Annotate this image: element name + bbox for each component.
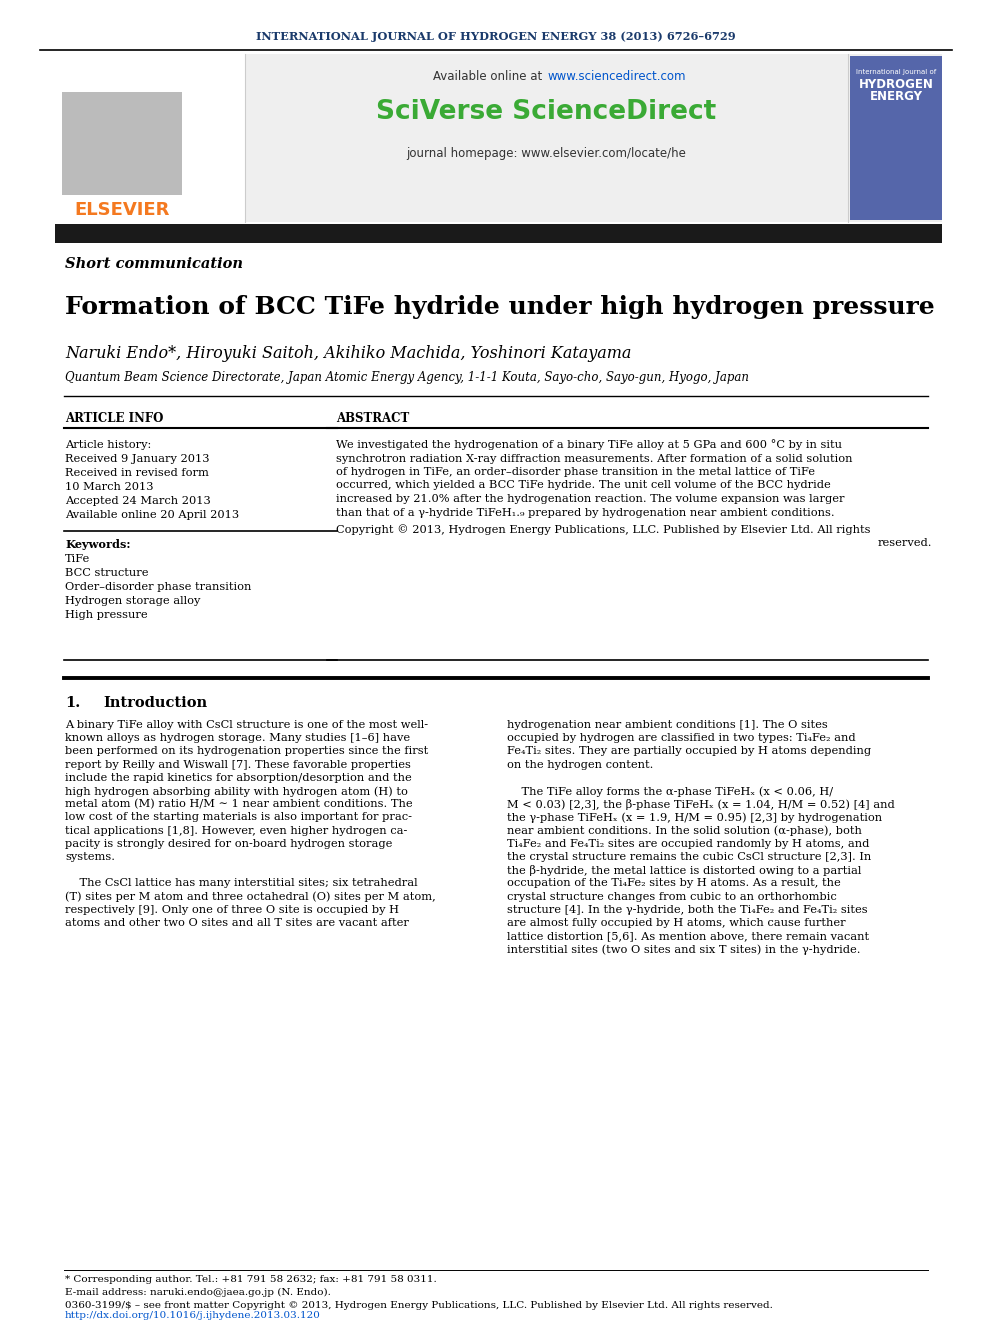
- Text: lattice distortion [5,6]. As mention above, there remain vacant: lattice distortion [5,6]. As mention abo…: [507, 931, 869, 941]
- Text: E-mail address: naruki.endo@jaea.go.jp (N. Endo).: E-mail address: naruki.endo@jaea.go.jp (…: [65, 1287, 331, 1297]
- Text: Article history:: Article history:: [65, 441, 151, 450]
- Text: respectively [9]. Only one of three O site is occupied by H: respectively [9]. Only one of three O si…: [65, 905, 399, 914]
- Text: occupation of the Ti₄Fe₂ sites by H atoms. As a result, the: occupation of the Ti₄Fe₂ sites by H atom…: [507, 878, 841, 889]
- Text: We investigated the hydrogenation of a binary TiFe alloy at 5 GPa and 600 °C by : We investigated the hydrogenation of a b…: [336, 439, 842, 450]
- Text: low cost of the starting materials is also important for prac-: low cost of the starting materials is al…: [65, 812, 412, 823]
- Text: Received in revised form: Received in revised form: [65, 468, 209, 478]
- Text: atoms and other two O sites and all T sites are vacant after: atoms and other two O sites and all T si…: [65, 918, 409, 927]
- Text: systems.: systems.: [65, 852, 115, 863]
- Text: metal atom (M) ratio H/M ∼ 1 near ambient conditions. The: metal atom (M) ratio H/M ∼ 1 near ambien…: [65, 799, 413, 810]
- Text: synchrotron radiation X-ray diffraction measurements. After formation of a solid: synchrotron radiation X-ray diffraction …: [336, 454, 852, 463]
- Text: 10 March 2013: 10 March 2013: [65, 482, 154, 492]
- Text: pacity is strongly desired for on-board hydrogen storage: pacity is strongly desired for on-board …: [65, 839, 393, 849]
- Text: Short communication: Short communication: [65, 257, 243, 271]
- Text: Keywords:: Keywords:: [65, 540, 131, 550]
- Text: ELSEVIER: ELSEVIER: [74, 201, 170, 220]
- Text: 0360-3199/$ – see front matter Copyright © 2013, Hydrogen Energy Publications, L: 0360-3199/$ – see front matter Copyright…: [65, 1301, 773, 1310]
- Text: SciVerse ScienceDirect: SciVerse ScienceDirect: [376, 99, 716, 124]
- Text: than that of a γ-hydride TiFeH₁.₉ prepared by hydrogenation near ambient conditi: than that of a γ-hydride TiFeH₁.₉ prepar…: [336, 508, 834, 517]
- Text: BCC structure: BCC structure: [65, 568, 149, 578]
- Text: Order–disorder phase transition: Order–disorder phase transition: [65, 582, 251, 591]
- Text: Fe₄Ti₂ sites. They are partially occupied by H atoms depending: Fe₄Ti₂ sites. They are partially occupie…: [507, 746, 871, 757]
- Text: known alloys as hydrogen storage. Many studies [1–6] have: known alloys as hydrogen storage. Many s…: [65, 733, 410, 744]
- Text: journal homepage: www.elsevier.com/locate/he: journal homepage: www.elsevier.com/locat…: [406, 147, 685, 160]
- Text: occupied by hydrogen are classified in two types: Ti₄Fe₂ and: occupied by hydrogen are classified in t…: [507, 733, 856, 744]
- Text: TiFe: TiFe: [65, 554, 90, 564]
- Text: reserved.: reserved.: [878, 538, 932, 549]
- Text: Received 9 January 2013: Received 9 January 2013: [65, 454, 209, 464]
- Text: near ambient conditions. In the solid solution (α-phase), both: near ambient conditions. In the solid so…: [507, 826, 862, 836]
- Text: interstitial sites (two O sites and six T sites) in the γ-hydride.: interstitial sites (two O sites and six …: [507, 945, 860, 955]
- Text: Accepted 24 March 2013: Accepted 24 March 2013: [65, 496, 210, 505]
- Text: (T) sites per M atom and three octahedral (O) sites per M atom,: (T) sites per M atom and three octahedra…: [65, 892, 435, 902]
- Text: Quantum Beam Science Directorate, Japan Atomic Energy Agency, 1-1-1 Kouta, Sayo-: Quantum Beam Science Directorate, Japan …: [65, 372, 749, 385]
- FancyBboxPatch shape: [55, 54, 245, 222]
- Text: www.sciencedirect.com: www.sciencedirect.com: [548, 70, 686, 82]
- Text: Ti₄Fe₂ and Fe₄Ti₂ sites are occupied randomly by H atoms, and: Ti₄Fe₂ and Fe₄Ti₂ sites are occupied ran…: [507, 839, 869, 849]
- Text: ENERGY: ENERGY: [870, 90, 923, 103]
- Text: Copyright © 2013, Hydrogen Energy Publications, LLC. Published by Elsevier Ltd. : Copyright © 2013, Hydrogen Energy Public…: [336, 525, 871, 536]
- Text: A binary TiFe alloy with CsCl structure is one of the most well-: A binary TiFe alloy with CsCl structure …: [65, 720, 429, 730]
- Text: include the rapid kinetics for absorption/desorption and the: include the rapid kinetics for absorptio…: [65, 773, 412, 783]
- Text: the crystal structure remains the cubic CsCl structure [2,3]. In: the crystal structure remains the cubic …: [507, 852, 871, 863]
- Text: Hydrogen storage alloy: Hydrogen storage alloy: [65, 595, 200, 606]
- Text: High pressure: High pressure: [65, 610, 148, 620]
- Text: * Corresponding author. Tel.: +81 791 58 2632; fax: +81 791 58 0311.: * Corresponding author. Tel.: +81 791 58…: [65, 1274, 436, 1283]
- Text: are almost fully occupied by H atoms, which cause further: are almost fully occupied by H atoms, wh…: [507, 918, 845, 927]
- Text: The TiFe alloy forms the α-phase TiFeHₓ (x < 0.06, H/: The TiFe alloy forms the α-phase TiFeHₓ …: [507, 786, 833, 796]
- Text: ARTICLE INFO: ARTICLE INFO: [65, 411, 164, 425]
- Text: Naruki Endo*, Hiroyuki Saitoh, Akihiko Machida, Yoshinori Katayama: Naruki Endo*, Hiroyuki Saitoh, Akihiko M…: [65, 344, 631, 361]
- Text: http://dx.doi.org/10.1016/j.ijhydene.2013.03.120: http://dx.doi.org/10.1016/j.ijhydene.201…: [65, 1311, 320, 1320]
- FancyBboxPatch shape: [55, 54, 942, 222]
- Text: Available online at: Available online at: [433, 70, 546, 82]
- Text: HYDROGEN: HYDROGEN: [858, 78, 933, 90]
- Text: report by Reilly and Wiswall [7]. These favorable properties: report by Reilly and Wiswall [7]. These …: [65, 759, 411, 770]
- Text: the γ-phase TiFeHₓ (x = 1.9, H/M = 0.95) [2,3] by hydrogenation: the γ-phase TiFeHₓ (x = 1.9, H/M = 0.95)…: [507, 812, 882, 823]
- FancyBboxPatch shape: [55, 224, 942, 243]
- Text: 1.: 1.: [65, 696, 80, 710]
- Text: of hydrogen in TiFe, an order–disorder phase transition in the metal lattice of : of hydrogen in TiFe, an order–disorder p…: [336, 467, 815, 478]
- FancyBboxPatch shape: [62, 93, 182, 194]
- Text: International Journal of: International Journal of: [856, 69, 936, 75]
- Text: occurred, which yielded a BCC TiFe hydride. The unit cell volume of the BCC hydr: occurred, which yielded a BCC TiFe hydri…: [336, 480, 830, 491]
- Text: hydrogenation near ambient conditions [1]. The O sites: hydrogenation near ambient conditions [1…: [507, 720, 827, 730]
- Text: The CsCl lattice has many interstitial sites; six tetrahedral: The CsCl lattice has many interstitial s…: [65, 878, 418, 889]
- Text: increased by 21.0% after the hydrogenation reaction. The volume expansion was la: increased by 21.0% after the hydrogenati…: [336, 493, 844, 504]
- Text: tical applications [1,8]. However, even higher hydrogen ca-: tical applications [1,8]. However, even …: [65, 826, 408, 836]
- Text: Available online 20 April 2013: Available online 20 April 2013: [65, 509, 239, 520]
- Text: M < 0.03) [2,3], the β-phase TiFeHₓ (x = 1.04, H/M = 0.52) [4] and: M < 0.03) [2,3], the β-phase TiFeHₓ (x =…: [507, 799, 895, 810]
- Text: high hydrogen absorbing ability with hydrogen atom (H) to: high hydrogen absorbing ability with hyd…: [65, 786, 408, 796]
- Text: structure [4]. In the γ-hydride, both the Ti₄Fe₂ and Fe₄Ti₂ sites: structure [4]. In the γ-hydride, both th…: [507, 905, 868, 914]
- Text: INTERNATIONAL JOURNAL OF HYDROGEN ENERGY 38 (2013) 6726–6729: INTERNATIONAL JOURNAL OF HYDROGEN ENERGY…: [256, 30, 736, 41]
- Text: ABSTRACT: ABSTRACT: [336, 411, 410, 425]
- Text: crystal structure changes from cubic to an orthorhombic: crystal structure changes from cubic to …: [507, 892, 836, 901]
- Text: Introduction: Introduction: [103, 696, 207, 710]
- Text: Formation of BCC TiFe hydride under high hydrogen pressure: Formation of BCC TiFe hydride under high…: [65, 295, 934, 319]
- Text: the β-hydride, the metal lattice is distorted owing to a partial: the β-hydride, the metal lattice is dist…: [507, 865, 861, 876]
- Text: been performed on its hydrogenation properties since the first: been performed on its hydrogenation prop…: [65, 746, 429, 757]
- Text: on the hydrogen content.: on the hydrogen content.: [507, 759, 654, 770]
- FancyBboxPatch shape: [850, 56, 942, 220]
